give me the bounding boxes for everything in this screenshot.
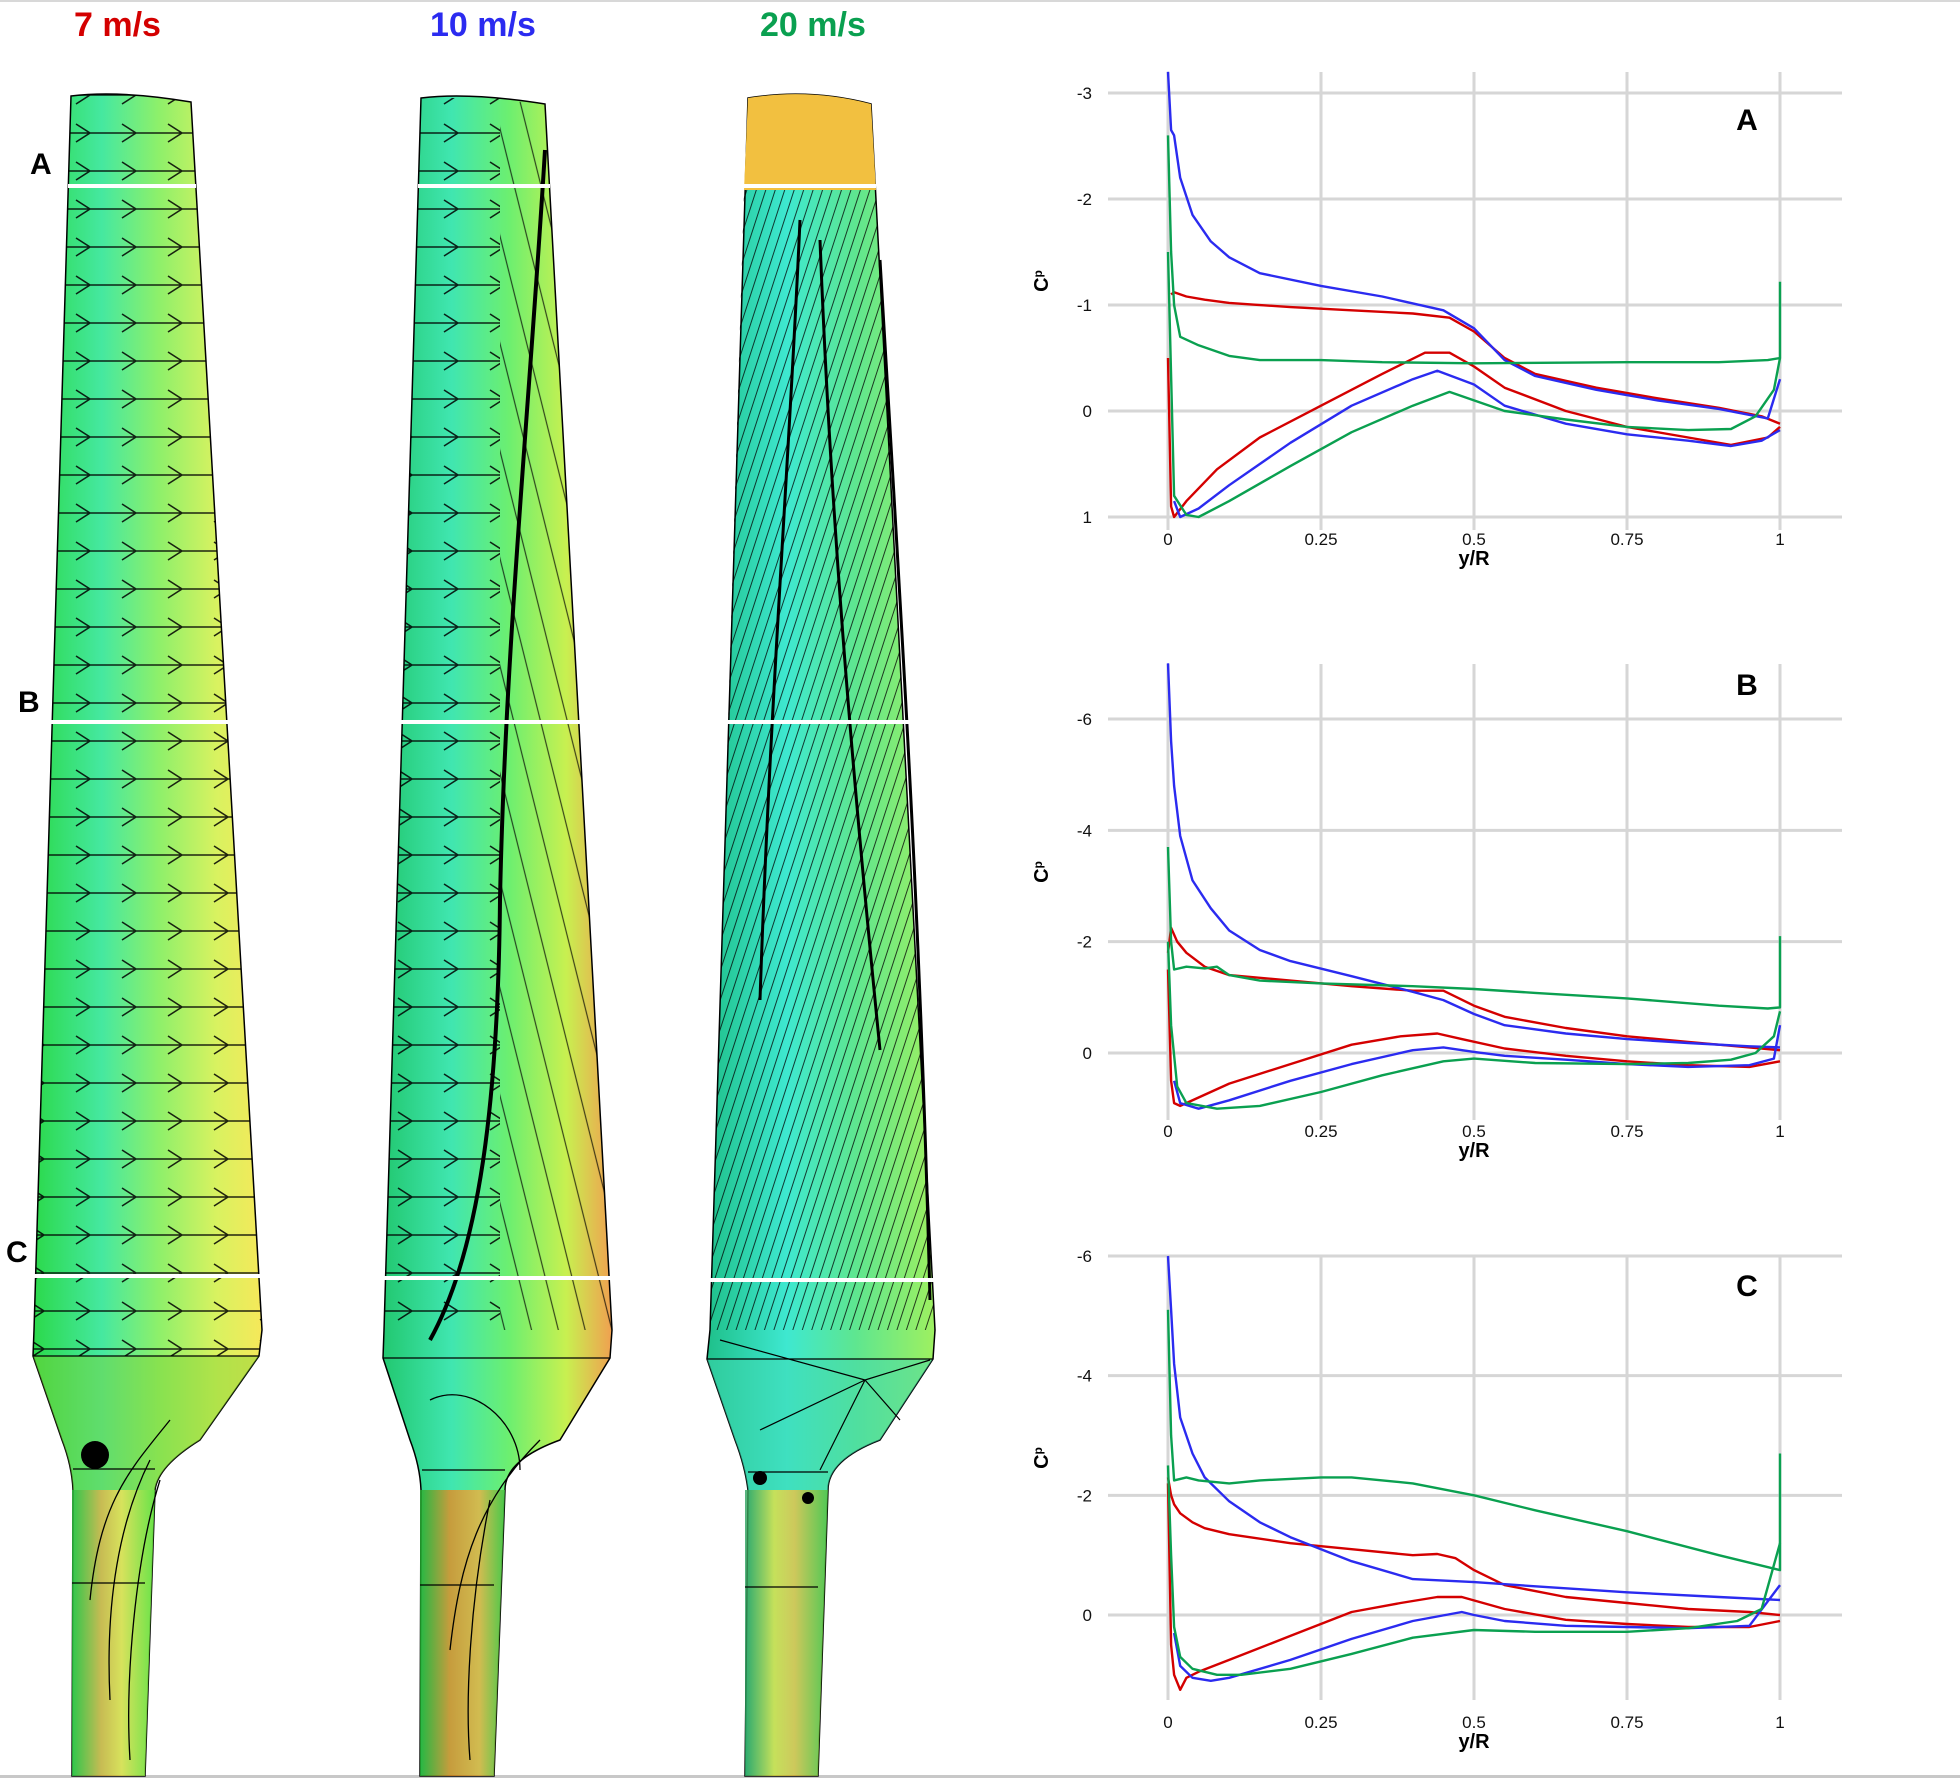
y-tick-label: -6 — [1077, 1247, 1092, 1266]
speed-label-7: 7 m/s — [74, 6, 161, 44]
series-line-10ms — [1166, 1255, 1781, 1602]
section-label-c: C — [6, 1236, 28, 1269]
x-tick-label: 1 — [1775, 1713, 1784, 1732]
series-line-10ms — [1166, 71, 1782, 420]
blade-visualizations — [32, 93, 938, 1777]
y-tick-label: -2 — [1077, 190, 1092, 209]
series-line-10ms — [1172, 369, 1781, 519]
series-line-7ms — [1166, 351, 1781, 519]
y-tick-label: -1 — [1077, 296, 1092, 315]
y-tick-label: 0 — [1083, 1606, 1092, 1625]
series-line-20ms — [1166, 846, 1782, 1010]
blade-10ms — [382, 95, 613, 1777]
series-line-10ms — [1172, 1024, 1782, 1110]
chart-A: 0 0.25 0.5 0.75 1 -3 -2 -1 0 1 y/R Cp A — [1031, 71, 1842, 570]
y-tick-label: -6 — [1077, 710, 1092, 729]
x-tick-label: 0.75 — [1610, 1122, 1643, 1141]
y-tick-label: 1 — [1083, 508, 1092, 527]
chart-C: 0 0.25 0.5 0.75 1 -6 -4 -2 0 y/R Cp C — [1031, 1247, 1842, 1753]
x-tick-label: 0 — [1163, 530, 1172, 549]
series-line-20ms — [1166, 1309, 1782, 1572]
speed-label-10: 10 m/s — [430, 6, 536, 44]
series-line-7ms — [1166, 926, 1781, 1052]
x-tick-label: 0 — [1163, 1713, 1172, 1732]
x-axis-title: y/R — [1458, 1140, 1490, 1162]
y-tick-label: -3 — [1077, 84, 1092, 103]
bottom-border — [0, 1775, 1960, 1778]
y-tick-label: 0 — [1083, 402, 1092, 421]
x-tick-label: 0.25 — [1304, 1122, 1337, 1141]
series-line-10ms — [1172, 1584, 1781, 1682]
x-tick-label: 0.75 — [1610, 1713, 1643, 1732]
y-axis-title: Cp — [1031, 1447, 1053, 1469]
series-line-20ms — [1166, 251, 1782, 519]
blade-7ms — [32, 93, 263, 1777]
y-axis-title: Cp — [1031, 861, 1053, 883]
section-label-b: B — [18, 686, 40, 719]
x-tick-label: 0.25 — [1304, 1713, 1337, 1732]
x-tick-label: 0.5 — [1462, 530, 1486, 549]
x-tick-label: 0.5 — [1462, 1713, 1486, 1732]
y-tick-label: -2 — [1077, 933, 1092, 952]
series-line-10ms — [1166, 663, 1781, 1049]
series-line-20ms — [1166, 135, 1782, 365]
chart-B: 0 0.25 0.5 0.75 1 -6 -4 -2 0 y/R Cp B — [1031, 663, 1842, 1162]
x-tick-label: 0.5 — [1462, 1122, 1486, 1141]
y-tick-label: -4 — [1077, 1367, 1092, 1386]
series-line-7ms — [1166, 1477, 1781, 1617]
y-tick-label: -4 — [1077, 821, 1092, 840]
x-tick-label: 0.25 — [1304, 530, 1337, 549]
x-axis-title: y/R — [1458, 548, 1490, 570]
chart-section-label: B — [1736, 669, 1758, 702]
x-axis-title: y/R — [1458, 1731, 1490, 1753]
series-line-20ms — [1166, 1465, 1782, 1676]
top-border — [0, 0, 1960, 2]
chart-section-label: C — [1736, 1270, 1758, 1303]
y-tick-label: 0 — [1083, 1044, 1092, 1063]
series-line-7ms — [1166, 969, 1781, 1108]
y-tick-label: -2 — [1077, 1486, 1092, 1505]
section-label-a: A — [30, 148, 52, 181]
x-tick-label: 0.75 — [1610, 530, 1643, 549]
y-axis-title: Cp — [1031, 270, 1053, 292]
x-tick-label: 0 — [1163, 1122, 1172, 1141]
x-tick-label: 1 — [1775, 1122, 1784, 1141]
chart-section-label: A — [1736, 104, 1758, 137]
series-line-7ms — [1166, 1483, 1781, 1691]
x-tick-label: 1 — [1775, 530, 1784, 549]
blade-20ms — [706, 93, 938, 1777]
series-line-7ms — [1170, 291, 1781, 425]
speed-label-20: 20 m/s — [760, 6, 866, 44]
series-line-20ms — [1166, 941, 1782, 1110]
